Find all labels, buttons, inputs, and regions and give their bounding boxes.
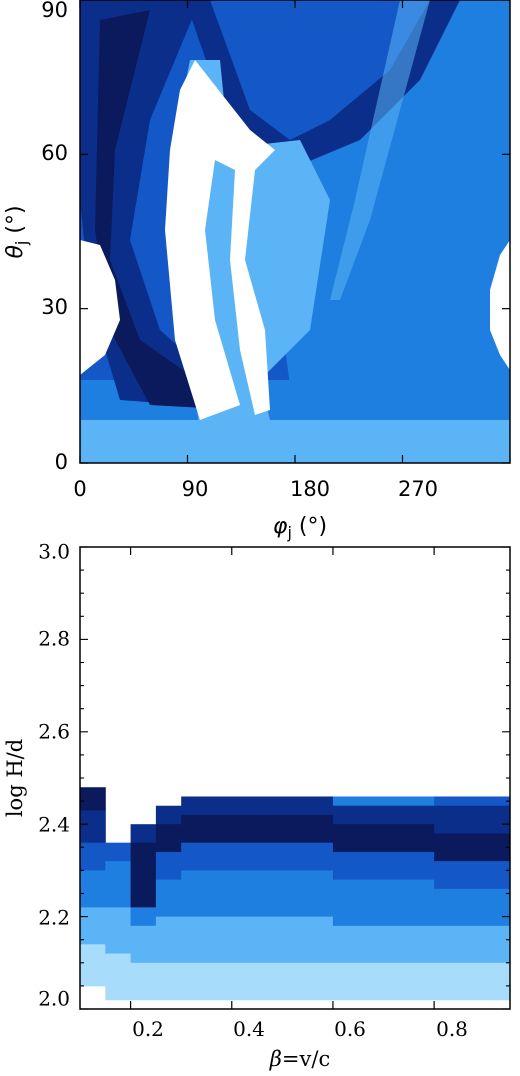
top-yaxis-title: θj (°) — [3, 205, 31, 258]
heatmap-region-left-lobe — [80, 240, 120, 375]
heatmap-cell — [434, 962, 510, 1001]
heatmap-cell — [155, 851, 182, 881]
bottom-ytick-label: 2.0 — [38, 987, 70, 1011]
top-xtick-label: 90 — [182, 477, 209, 501]
heatmap-cell — [155, 962, 182, 1001]
heatmap-cell — [155, 879, 182, 918]
top-xtick-label: 270 — [398, 477, 438, 501]
heatmap-cell — [130, 962, 157, 1001]
heatmap-cell — [105, 842, 132, 862]
bottom-ytick-label: 2.2 — [38, 906, 70, 930]
bottom-ytick-label: 2.6 — [38, 720, 70, 744]
heatmap-cell — [130, 824, 157, 844]
heatmap-cell — [105, 861, 132, 908]
heatmap-cell — [181, 962, 258, 1001]
bottom-ytick-label: 2.4 — [38, 813, 70, 837]
bottom-ytick-label: 3.0 — [38, 540, 70, 564]
bottom-xaxis-text: =v/c — [282, 1047, 330, 1071]
bottom-yaxis-title: log H/d — [3, 739, 27, 817]
bottom-heatmap-image — [80, 547, 510, 1009]
heatmap-cell — [181, 870, 258, 918]
heatmap-cell — [181, 916, 258, 964]
heatmap-cell — [80, 810, 106, 844]
bottom-xaxis-title: β=v/c — [269, 1047, 330, 1071]
heatmap-cell — [434, 861, 510, 890]
heatmap-cell — [434, 805, 510, 834]
heatmap-cell — [181, 814, 258, 844]
heatmap-cell — [332, 796, 435, 807]
bottom-axis-ticks — [80, 546, 510, 1010]
heatmap-region-streak — [330, 0, 430, 300]
bottom-xtick-label: 0.6 — [334, 1017, 366, 1041]
bottom-xtick-label: 0.8 — [436, 1017, 468, 1041]
bottom-yaxis-title-group: log H/d — [3, 739, 27, 817]
top-xtick-label: 180 — [290, 477, 330, 501]
heatmap-cell — [332, 962, 435, 1001]
bottom-xaxis-symbol: β — [269, 1047, 282, 1071]
heatmap-cell — [434, 925, 510, 964]
heatmap-cell — [257, 870, 334, 918]
heatmap-cell — [105, 907, 132, 955]
bottom-xtick-label: 0.4 — [233, 1017, 265, 1041]
heatmap-region-right-lobe — [490, 240, 510, 370]
heatmap-region-top-u-inner — [210, 0, 430, 140]
heatmap-cell — [434, 833, 510, 862]
top-axis-ticks — [79, 0, 510, 464]
bottom-ytick-label: 2.8 — [38, 627, 70, 651]
top-xaxis-symbol: φ — [273, 514, 288, 539]
bottom-heatmap-panel: 2.0 2.2 2.4 2.6 2.8 3.0 0.2 0.4 0.6 0.8 … — [3, 540, 511, 1071]
heatmap-cell — [130, 907, 157, 927]
heatmap-cell — [80, 842, 106, 871]
top-xtick-label: 0 — [73, 477, 86, 501]
heatmap-cell — [434, 796, 510, 807]
heatmap-region-navy-arm — [95, 10, 240, 410]
heatmap-cell — [130, 842, 157, 908]
heatmap-cell — [332, 925, 435, 964]
heatmap-cell — [257, 796, 334, 816]
heatmap-cell — [332, 805, 435, 825]
top-yaxis-symbol: θ — [3, 245, 28, 259]
heatmap-cell — [130, 925, 157, 964]
bottom-xtick-label: 0.2 — [132, 1017, 164, 1041]
top-yaxis-unit: (°) — [3, 205, 28, 240]
top-xaxis-subscript: j — [286, 523, 291, 542]
heatmap-cell — [434, 888, 510, 927]
heatmap-cell — [80, 907, 106, 945]
heatmap-cell — [80, 787, 106, 811]
heatmap-cell — [155, 916, 182, 964]
heatmap-cell — [332, 879, 435, 927]
heatmap-cell — [181, 842, 258, 871]
top-yaxis-subscript: j — [12, 241, 31, 246]
heatmap-region-white-hole — [165, 60, 275, 420]
heatmap-cell — [257, 916, 334, 964]
heatmap-cell — [155, 805, 182, 825]
top-yaxis-title-group: θj (°) — [3, 205, 31, 258]
heatmap-cell — [332, 851, 435, 881]
heatmap-cell — [181, 796, 258, 816]
heatmap-cell — [80, 870, 106, 908]
heatmap-cell — [257, 814, 334, 844]
heatmap-cell — [105, 953, 132, 1001]
heatmap-cell — [257, 842, 334, 871]
heatmap-cell — [155, 824, 182, 853]
heatmap-cell — [332, 824, 435, 853]
heatmap-cell — [257, 962, 334, 1001]
top-ytick-label: 90 — [41, 0, 68, 22]
heatmap-cell — [80, 944, 106, 987]
top-xaxis-unit: (°) — [292, 514, 327, 539]
top-ytick-label: 0 — [55, 450, 68, 474]
top-xaxis-title: φj (°) — [273, 514, 327, 542]
top-heatmap-image — [80, 0, 510, 463]
top-heatmap-panel: 0 30 60 90 0 90 180 270 φj (°) θj (°) — [3, 0, 511, 542]
top-ytick-label: 30 — [41, 295, 68, 319]
top-ytick-label: 60 — [41, 141, 68, 165]
